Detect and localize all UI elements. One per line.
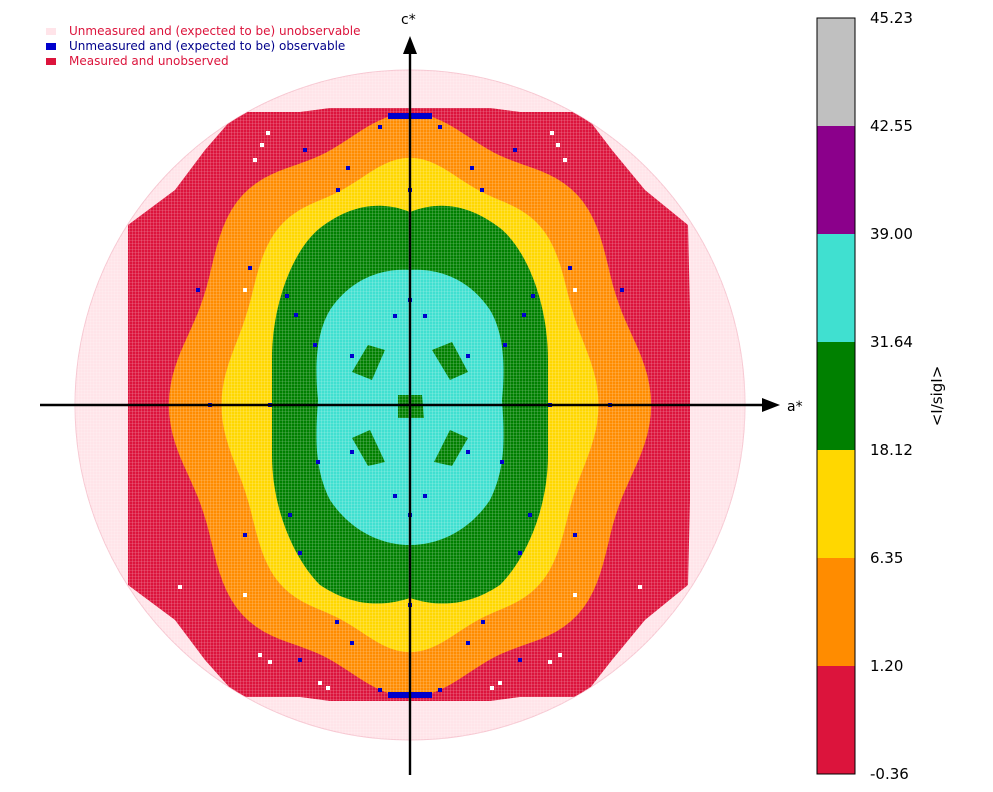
observable-cell <box>531 294 535 298</box>
missing-cell <box>490 686 494 690</box>
colorbar <box>816 17 856 775</box>
missing-cell <box>260 143 264 147</box>
legend-label: Unmeasured and (expected to be) observab… <box>69 39 345 53</box>
observable-cell <box>503 343 507 347</box>
missing-cell <box>550 131 554 135</box>
observable-cell <box>481 620 485 624</box>
observable-cell <box>518 658 522 662</box>
missing-cell <box>253 158 257 162</box>
legend: Unmeasured and (expected to be) unobserv… <box>46 24 361 68</box>
observable-cell <box>316 460 320 464</box>
colorbar-segment <box>817 234 855 342</box>
missing-cell <box>556 143 560 147</box>
observable-cell <box>480 188 484 192</box>
missing-cell <box>243 593 247 597</box>
legend-swatch <box>46 58 56 65</box>
colorbar-segment <box>817 558 855 666</box>
colorbar-tick-label: 1.20 <box>870 657 903 675</box>
colorbar-tick-label: 45.23 <box>870 9 913 27</box>
observable-cell <box>522 313 526 317</box>
observable-cell <box>196 288 200 292</box>
colorbar-segment <box>817 666 855 774</box>
observable-cell <box>288 513 292 517</box>
observable-cell <box>518 551 522 555</box>
missing-cell <box>243 288 247 292</box>
observable-cell <box>285 294 289 298</box>
missing-cell <box>548 660 552 664</box>
missing-cell <box>318 681 322 685</box>
missing-cell <box>326 686 330 690</box>
observable-cell <box>294 313 298 317</box>
observable-cell <box>303 148 307 152</box>
colorbar-tick-label: 39.00 <box>870 225 913 243</box>
missing-cell <box>266 131 270 135</box>
missing-cell <box>573 593 577 597</box>
missing-cell <box>498 681 502 685</box>
colorbar-frame <box>816 17 856 775</box>
observable-cell <box>423 314 427 318</box>
observable-cell <box>298 658 302 662</box>
colorbar-tick-label: 31.64 <box>870 333 913 351</box>
observable-cell <box>466 354 470 358</box>
observable-cell <box>243 533 247 537</box>
missing-cell <box>563 158 567 162</box>
missing-cell <box>638 585 642 589</box>
legend-swatch <box>46 43 56 50</box>
observable-cell <box>528 513 532 517</box>
observable-cell <box>438 688 442 692</box>
colorbar-tick-label: 6.35 <box>870 549 903 567</box>
legend-label: Measured and unobserved <box>69 54 229 68</box>
axes: a* c* <box>40 12 803 775</box>
observable-cell <box>466 450 470 454</box>
observable-cell <box>336 188 340 192</box>
y-axis-label: c* <box>401 12 416 28</box>
colorbar-tick-label: 18.12 <box>870 441 913 459</box>
colorbar-segment <box>817 126 855 234</box>
observable-cell <box>393 494 397 498</box>
observable-cell <box>568 266 572 270</box>
observable-cell <box>470 166 474 170</box>
missing-cell <box>573 288 577 292</box>
legend-swatch <box>46 28 56 35</box>
observable-cell <box>423 494 427 498</box>
observable-cell <box>350 450 354 454</box>
colorbar-label: <I/sigI> <box>928 366 946 427</box>
y-axis-arrow <box>403 36 417 54</box>
missing-cell <box>178 585 182 589</box>
observable-cell <box>393 314 397 318</box>
observable-cell <box>248 266 252 270</box>
colorbar-segment <box>817 450 855 558</box>
colorbar-segment <box>817 342 855 450</box>
observable-cell <box>350 641 354 645</box>
observable-cell <box>466 641 470 645</box>
observable-cell <box>500 460 504 464</box>
observable-cell <box>573 533 577 537</box>
x-axis-arrow <box>762 398 780 412</box>
observable-cell <box>313 343 317 347</box>
missing-cell <box>258 653 262 657</box>
observable-cell <box>350 354 354 358</box>
colorbar-tick-label: 42.55 <box>870 117 913 135</box>
observable-cell <box>378 688 382 692</box>
colorbar-segment <box>817 18 855 126</box>
observable-cell <box>378 125 382 129</box>
observable-cell <box>346 166 350 170</box>
colorbar-ticks: 45.23 42.55 39.00 31.64 18.12 6.35 1.20 -0.36 <box>870 9 913 783</box>
legend-label: Unmeasured and (expected to be) unobserv… <box>69 24 361 38</box>
observable-cell <box>298 551 302 555</box>
observable-cell <box>438 125 442 129</box>
x-axis-label: a* <box>787 399 803 415</box>
colorbar-tick-label: -0.36 <box>870 765 909 783</box>
observable-cell <box>335 620 339 624</box>
observable-cell <box>513 148 517 152</box>
missing-cell <box>268 660 272 664</box>
missing-cell <box>558 653 562 657</box>
observable-cell <box>620 288 624 292</box>
